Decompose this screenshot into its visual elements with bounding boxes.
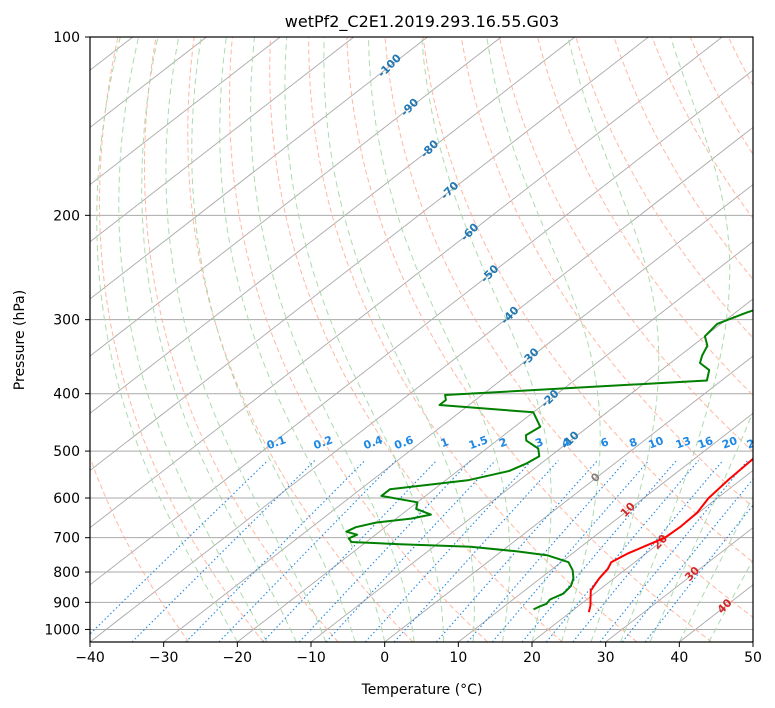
- moist-adiabat-line: [250, 37, 415, 642]
- mixing-ratio-line: [325, 460, 496, 642]
- dry-adiabat-line: [689, 37, 753, 156]
- moist-adiabat-line: [165, 37, 327, 642]
- x-tick-label: −30: [149, 650, 179, 666]
- mixing-ratio-line: [572, 460, 724, 642]
- mixing-ratio-label: 8: [627, 435, 639, 450]
- mixing-ratio-line: [185, 460, 366, 642]
- mixing-ratio-label: 1.5: [467, 433, 490, 452]
- chart-title: wetPf2_C2E1.2019.293.16.55.G03: [285, 12, 559, 32]
- moist-adiabat-line: [323, 37, 475, 642]
- isotherm-line: [90, 37, 355, 243]
- isotherm-line: [531, 469, 753, 642]
- y-tick-label: 700: [53, 531, 80, 547]
- mixing-ratio-label: 16: [696, 434, 715, 452]
- dewpoint-profile-line: [345, 309, 753, 611]
- mixing-ratio-line: [393, 460, 559, 642]
- isotherm-line: [90, 37, 649, 472]
- mixing-ratio-label: 4: [560, 435, 572, 450]
- isotherm-line: [90, 37, 723, 529]
- mixing-ratio-line: [298, 460, 471, 642]
- isotherm-line: [90, 69, 753, 586]
- y-tick-label: 800: [53, 565, 80, 581]
- isotherm-line: [90, 126, 753, 642]
- mixing-ratio-label: 25: [745, 434, 764, 451]
- dry-adiabat-line: [229, 37, 488, 642]
- dry-adiabat-line: [575, 37, 753, 339]
- moist-adiabat-line: [486, 37, 601, 642]
- mixing-ratio-label: 3: [533, 435, 545, 450]
- dry-adiabat-line: [613, 37, 753, 281]
- mixing-ratio-label: 10: [647, 434, 666, 452]
- x-tick-label: 10: [449, 650, 467, 666]
- mixing-ratio-label: 13: [674, 434, 693, 451]
- y-tick-label: 200: [53, 208, 80, 224]
- mixing-ratio-line: [90, 460, 269, 635]
- x-tick-label: −10: [296, 650, 326, 666]
- y-tick-label: 500: [53, 444, 80, 460]
- dry-adiabat-line: [498, 37, 753, 453]
- dry-adiabat-line: [308, 37, 638, 642]
- isotherm-line: [90, 37, 576, 414]
- mixing-ratio-line: [545, 460, 700, 642]
- moist-adiabat-line: [219, 37, 386, 642]
- x-tick-label: −40: [75, 650, 105, 666]
- x-axis-label: Temperature (°C): [361, 682, 483, 698]
- mixing-ratio-line: [262, 460, 437, 642]
- x-tick-label: 30: [597, 650, 615, 666]
- y-tick-label: 100: [53, 30, 80, 46]
- dry-adiabat-line: [99, 37, 264, 642]
- isotherm-line: [90, 37, 428, 300]
- isotherm-line: [384, 355, 753, 642]
- isotherm-line: [237, 241, 753, 642]
- mixing-ratio-label: 1: [439, 435, 451, 450]
- mixing-ratio-label: 0.4: [362, 433, 385, 452]
- dry-adiabat-line: [537, 37, 753, 396]
- x-tick-label: 20: [523, 650, 541, 666]
- dry-adiabat-line: [144, 37, 339, 642]
- dry-adiabat-line: [422, 37, 753, 563]
- y-tick-label: 400: [53, 387, 80, 403]
- moist-adiabat-line: [421, 37, 552, 642]
- x-tick-label: 50: [744, 650, 762, 666]
- mixing-ratio-label: 0.6: [393, 433, 416, 452]
- moist-adiabat-line: [118, 37, 268, 642]
- y-axis-label: Pressure (hPa): [12, 290, 28, 390]
- mixing-ratio-label: 0.2: [312, 433, 335, 452]
- mixing-ratio-line: [131, 460, 316, 642]
- x-tick-label: 0: [380, 650, 389, 666]
- isotherm-line: [90, 37, 281, 186]
- mixing-ratio-line: [364, 460, 533, 642]
- y-tick-label: 300: [53, 313, 80, 329]
- moist-adiabat-line: [619, 37, 731, 642]
- temperature-profile-line: [587, 457, 753, 613]
- y-tick-label: 900: [53, 595, 80, 611]
- dry-adiabat-line: [460, 37, 753, 508]
- isotherm-line: [163, 184, 753, 642]
- mixing-ratio-line: [467, 460, 627, 642]
- y-tick-label: 1000: [44, 622, 80, 638]
- isotherm-line: [605, 527, 753, 642]
- mixing-ratio-label: 20: [720, 434, 739, 452]
- moist-adiabat-line: [141, 37, 297, 642]
- x-tick-label: 40: [670, 650, 688, 666]
- mixing-ratio-label: 0.1: [265, 433, 288, 452]
- mixing-ratio-line: [599, 460, 749, 642]
- moist-adiabat-line: [191, 37, 356, 642]
- x-tick-label: −20: [223, 650, 253, 666]
- axes: −40 −30 −20 −10 0 10 20 30 40 5010020030040050060…: [44, 30, 762, 666]
- dry-adiabat-line: [346, 37, 713, 642]
- plot-area: 0.10.20.40.611.52346810131620253036-100-…: [90, 37, 764, 642]
- isotherm-line: [90, 37, 502, 357]
- moist-adiabat-line: [96, 37, 238, 642]
- moist-adiabat-line: [367, 37, 511, 642]
- mixing-ratio-label: 6: [599, 435, 611, 450]
- dry-adiabat-line: [269, 37, 563, 642]
- plot-frame: [89, 36, 754, 643]
- dry-adiabat-line: [651, 37, 753, 220]
- mixing-ratio-label: 2: [497, 435, 509, 450]
- dry-adiabat-line: [384, 37, 753, 618]
- moist-adiabat-line: [567, 37, 660, 642]
- y-tick-label: 600: [53, 491, 80, 507]
